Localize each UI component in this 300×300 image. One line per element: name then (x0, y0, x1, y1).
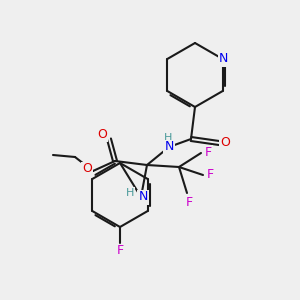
Text: F: F (206, 169, 214, 182)
Text: N: N (219, 52, 228, 65)
Text: N: N (138, 190, 148, 203)
Text: N: N (164, 140, 174, 154)
Text: O: O (220, 136, 230, 149)
Text: F: F (116, 244, 124, 257)
Text: O: O (97, 128, 107, 140)
Text: O: O (82, 163, 92, 176)
Text: F: F (204, 146, 211, 158)
Text: H: H (164, 133, 172, 143)
Text: H: H (126, 188, 134, 198)
Text: F: F (185, 196, 193, 208)
